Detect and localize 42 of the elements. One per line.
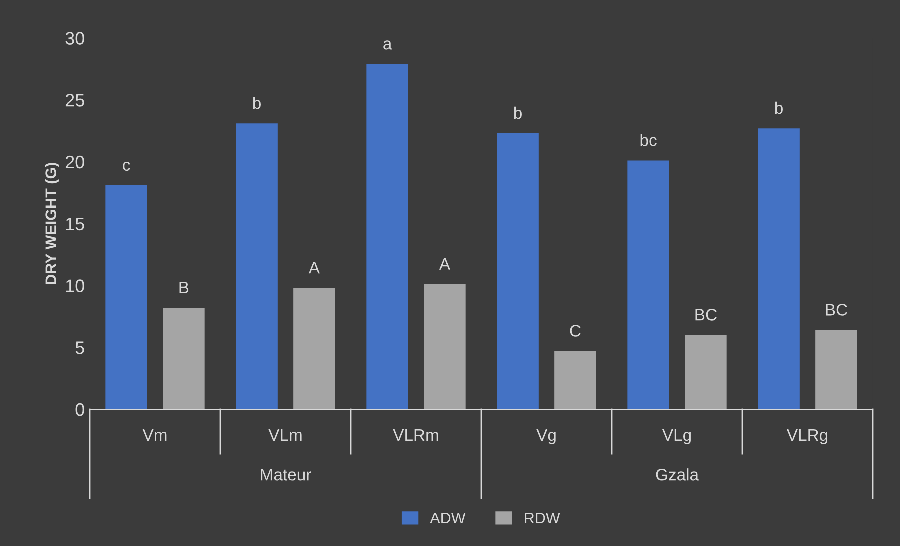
bar [106, 185, 148, 410]
text: Mateur [261, 469, 312, 481]
data-label: b [775, 102, 783, 114]
y-axis-title: DRY WEIGHT (G) [45, 163, 60, 284]
bar [424, 284, 466, 410]
x-tick-label: Vg [536, 430, 556, 444]
bar [294, 288, 336, 410]
data-label: A [308, 262, 320, 274]
y-tick-label: 30 [66, 32, 84, 45]
y-tick-label: 10 [66, 280, 84, 292]
bar [163, 308, 205, 410]
data-label: A [439, 258, 450, 270]
legend-label: RDW [525, 513, 560, 524]
y-tick-label: 5 [76, 342, 84, 354]
x-tick-label: VLRm [393, 430, 438, 442]
y-tick-label: 20 [66, 156, 84, 169]
data-label: bc [640, 134, 657, 146]
x-tick-label: Vm [142, 430, 167, 442]
bar [236, 124, 278, 410]
bar [758, 128, 800, 410]
data-label: C [570, 325, 581, 337]
x-tick-label: VLg [662, 430, 692, 444]
data-label: BC [826, 304, 848, 316]
bar [366, 64, 408, 410]
data-label: B [180, 282, 189, 294]
text: Gzala [656, 468, 700, 481]
data-label: b [514, 106, 522, 120]
data-label: b [253, 96, 261, 110]
x-tick-label: VLm [268, 430, 302, 442]
bar [685, 335, 727, 410]
bar [628, 160, 670, 410]
bar [554, 351, 596, 410]
bar [497, 134, 539, 410]
y-tick-label: 0 [76, 403, 84, 416]
y-tick-label: 25 [66, 94, 84, 107]
y-tick-label: 15 [66, 218, 84, 231]
data-label: c [123, 162, 130, 172]
x-tick-label: VLRg [786, 430, 828, 444]
bar [816, 330, 858, 410]
data-label: BC [696, 309, 717, 321]
data-label: a [384, 40, 392, 50]
legend-label: ADW [430, 513, 466, 524]
